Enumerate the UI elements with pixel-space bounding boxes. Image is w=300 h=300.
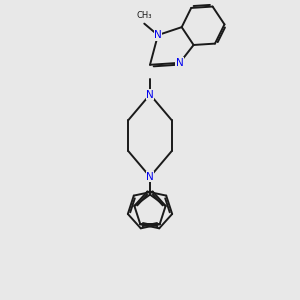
Text: N: N bbox=[154, 30, 162, 40]
Text: CH₃: CH₃ bbox=[136, 11, 152, 20]
Text: N: N bbox=[146, 89, 154, 100]
Text: N: N bbox=[176, 58, 184, 68]
Text: N: N bbox=[146, 172, 154, 182]
